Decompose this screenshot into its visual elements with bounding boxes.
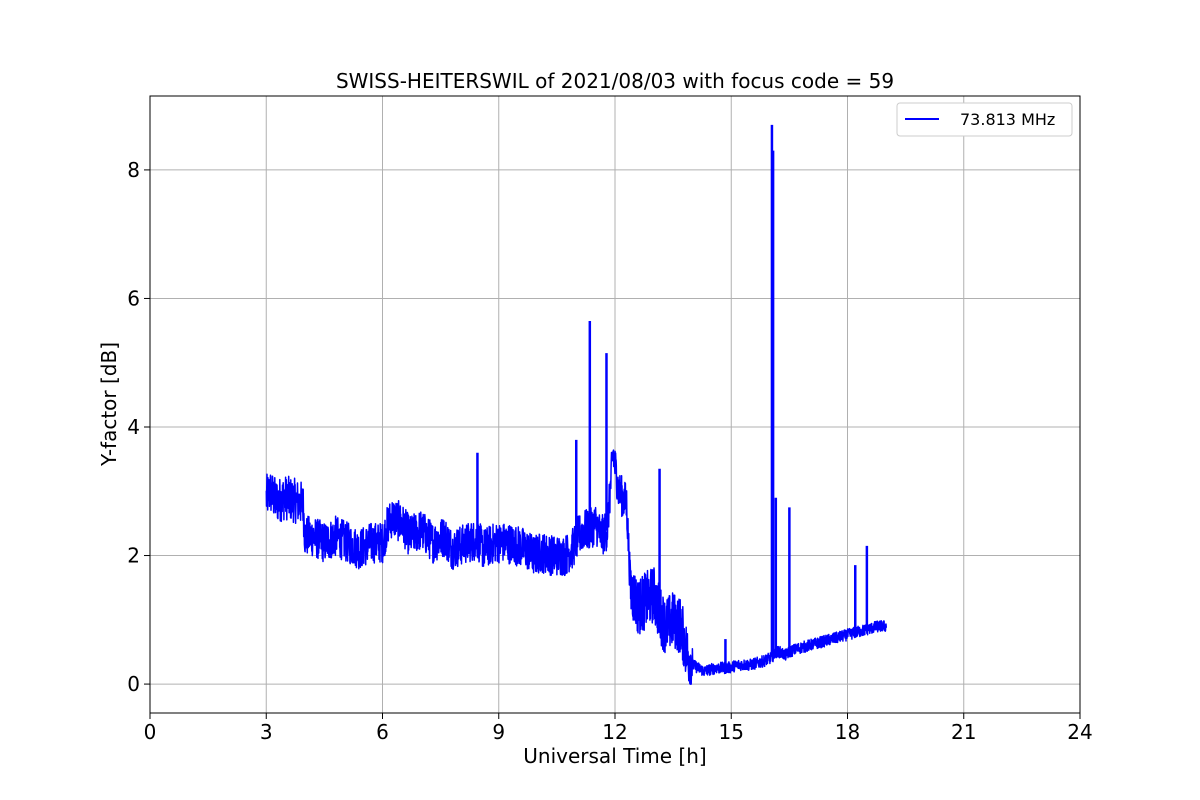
y-tick-label: 0 [127, 672, 140, 696]
x-tick-label: 9 [492, 720, 505, 744]
x-tick-label: 15 [719, 720, 744, 744]
x-tick-label: 6 [376, 720, 389, 744]
y-tick-label: 2 [127, 544, 140, 568]
legend-label: 73.813 MHz [960, 110, 1055, 129]
x-axis-label: Universal Time [h] [523, 744, 706, 768]
y-tick-label: 8 [127, 158, 140, 182]
legend-box [896, 102, 1073, 137]
x-tick-label: 24 [1067, 720, 1092, 744]
data-layer [265, 124, 888, 685]
chart-title: SWISS-HEITERSWIL of 2021/08/03 with focu… [336, 69, 894, 93]
x-tick-label: 12 [602, 720, 627, 744]
y-tick-label: 4 [127, 415, 140, 439]
x-tick-label: 3 [260, 720, 273, 744]
y-axis-label: Y-factor [dB] [97, 342, 121, 467]
x-tick-label: 18 [835, 720, 860, 744]
legend: 73.813 MHz [896, 102, 1073, 137]
x-tick-label: 0 [144, 720, 157, 744]
y-tick-label: 6 [127, 286, 140, 310]
x-tick-label: 21 [951, 720, 976, 744]
